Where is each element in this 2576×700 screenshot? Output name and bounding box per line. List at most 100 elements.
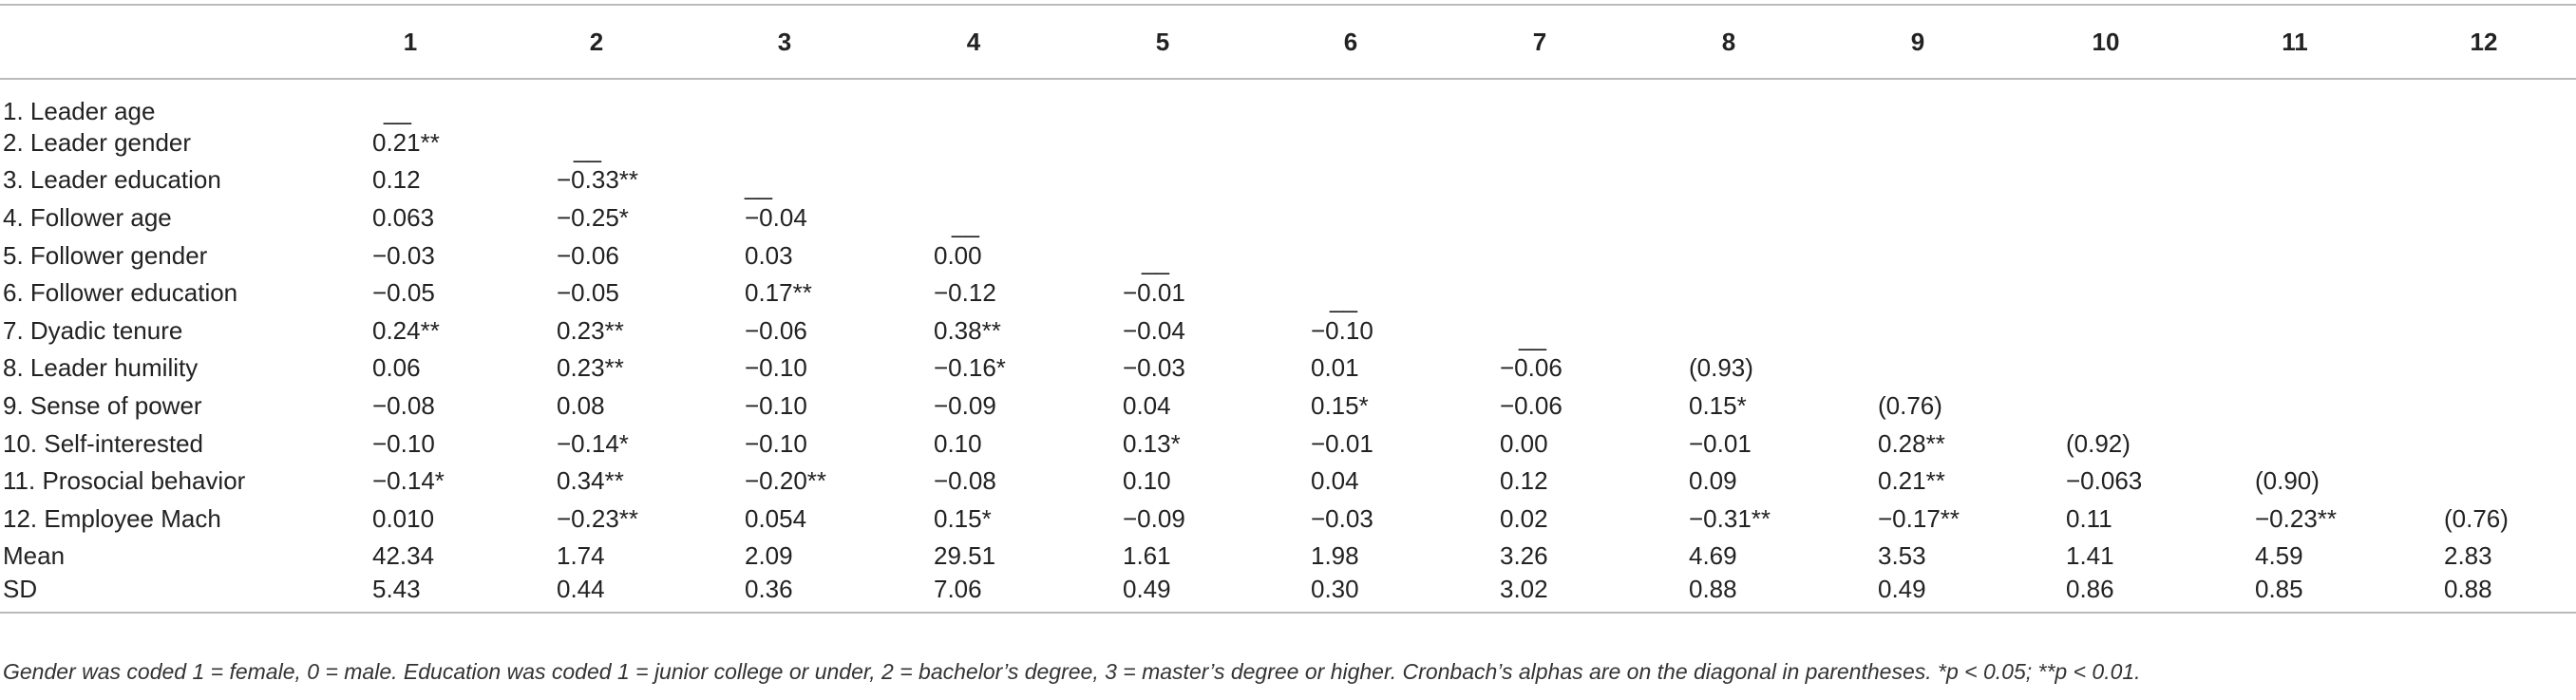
table-cell: −0.14* [557,428,629,458]
table-cell: 3.02 [1500,575,1689,614]
table-cell: 1.74 [557,541,605,571]
table-cell: −0.23** [557,503,639,533]
table-cell: 0.44 [557,575,745,614]
table-cell [557,79,745,123]
table-cell [2255,387,2444,425]
column-header: 12 [2444,4,2576,80]
diagonal-dash: __ [952,209,979,238]
table-row: 8. Leader humility 0.06 0.23** −0.10 −0.16* −… [0,350,2576,388]
table-cell: 0.34** [557,466,624,496]
table-cell: 0.15* [934,503,992,533]
table-cell: 0.49 [1123,575,1311,614]
table-cell: −0.06 [1500,390,1563,420]
table-row: 3. Leader education 0.12 −0.33** __ [0,161,2576,199]
table-cell: −0.10 [372,428,435,458]
table-cell: 0.09 [1689,466,1737,496]
table-cell: 0.02 [1500,503,1548,533]
table-cell: 0.01 [1311,353,1359,383]
table-row: 7. Dyadic tenure 0.24** 0.23** −0.06 0.38** −… [0,312,2576,350]
column-header: 7 [1500,4,1689,80]
table-cell: −0.01 [1689,428,1752,458]
table-cell: 3.53 [1878,541,1926,571]
table-cell: 0.00 [1500,428,1548,458]
table-cell: 2.83 [2444,541,2492,571]
table-cell: −0.05 [557,278,619,308]
table-cell: −0.09 [1123,503,1185,533]
table-cell [1311,79,1500,123]
diagonal-dash: __ [1519,322,1546,351]
table-cell: (0.92) [2066,428,2131,458]
table-cell [2444,161,2576,199]
table-cell: 0.15* [1311,390,1369,420]
table-cell: −0.20** [745,466,827,496]
table-row: 4. Follower age 0.063 −0.25* −0.04 __ [0,199,2576,236]
table-cell: 0.21** [372,127,440,157]
table-cell [2255,79,2444,123]
table-cell: −0.03 [1311,503,1373,533]
table-cell [1878,161,2066,199]
table-cell: −0.10 [745,353,807,383]
column-header: 9 [1878,4,2066,80]
table-cell: 0.04 [1311,466,1359,496]
table-cell [2066,161,2255,199]
table-cell [1500,199,1689,236]
table-cell: 0.12 [1500,466,1548,496]
table-cell: −0.06 [557,240,619,270]
table-header: 1 2 3 4 5 6 7 8 9 10 11 12 [0,4,2576,80]
table-cell: 0.85 [2255,575,2444,614]
table-cell: 0.38** [934,315,1001,345]
table-cell: (0.76) [1878,390,1942,420]
table-cell: −0.10 [745,390,807,420]
table-cell [1689,199,1878,236]
table-cell: 0.11 [2066,503,2112,533]
table-cell: −0.09 [934,390,996,420]
table-cell [1500,236,1689,274]
table-cell [1878,312,2066,350]
table-cell [2255,123,2444,161]
table-cell [1500,274,1689,312]
table-cell: 4.59 [2255,541,2303,571]
table-cell: −0.08 [934,466,996,496]
table-cell: 29.51 [934,541,996,571]
row-label: 4. Follower age [3,202,172,232]
table-cell [2255,199,2444,236]
diagonal-dash: __ [574,134,601,163]
table-cell [1311,161,1500,199]
table-cell [2066,79,2255,123]
table-cell: −0.33** [557,165,639,195]
table-cell: −0.063 [2066,466,2143,496]
table-cell: −0.08 [372,390,435,420]
column-header: 8 [1689,4,1878,80]
table-cell: −0.12 [934,278,996,308]
table-cell: 0.36 [745,575,934,614]
table-cell [2066,199,2255,236]
table-cell [2066,312,2255,350]
table-cell: 0.10 [934,428,982,458]
table-cell [934,161,1123,199]
table-cell: (0.90) [2255,466,2320,496]
table-cell [2444,387,2576,425]
table-row: 1. Leader age __ [0,79,2576,123]
table-cell: 0.88 [1689,575,1878,614]
table-cell: 0.13* [1123,428,1181,458]
table-cell: 0.04 [1123,390,1171,420]
table-cell: 0.28** [1878,428,1945,458]
table-cell [1311,199,1500,236]
table-cell [1123,79,1311,123]
table-cell [1500,123,1689,161]
table-cell [1123,199,1311,236]
table-cell [1689,312,1878,350]
table-cell: 1.41 [2066,541,2114,571]
column-header: 1 [370,4,557,80]
table-cell: 0.24** [372,315,440,345]
table-cell [2255,236,2444,274]
table-cell: 0.88 [2444,575,2576,614]
table-cell: 0.49 [1878,575,2066,614]
table-cell: 0.08 [557,390,605,420]
row-label: SD [0,575,370,614]
header-row: 1 2 3 4 5 6 7 8 9 10 11 12 [0,4,2576,80]
table-cell [1878,199,2066,236]
row-label: 10. Self-interested [3,428,204,458]
table-row: 12. Employee Mach 0.010 −0.23** 0.054 0.15* −… [0,500,2576,538]
